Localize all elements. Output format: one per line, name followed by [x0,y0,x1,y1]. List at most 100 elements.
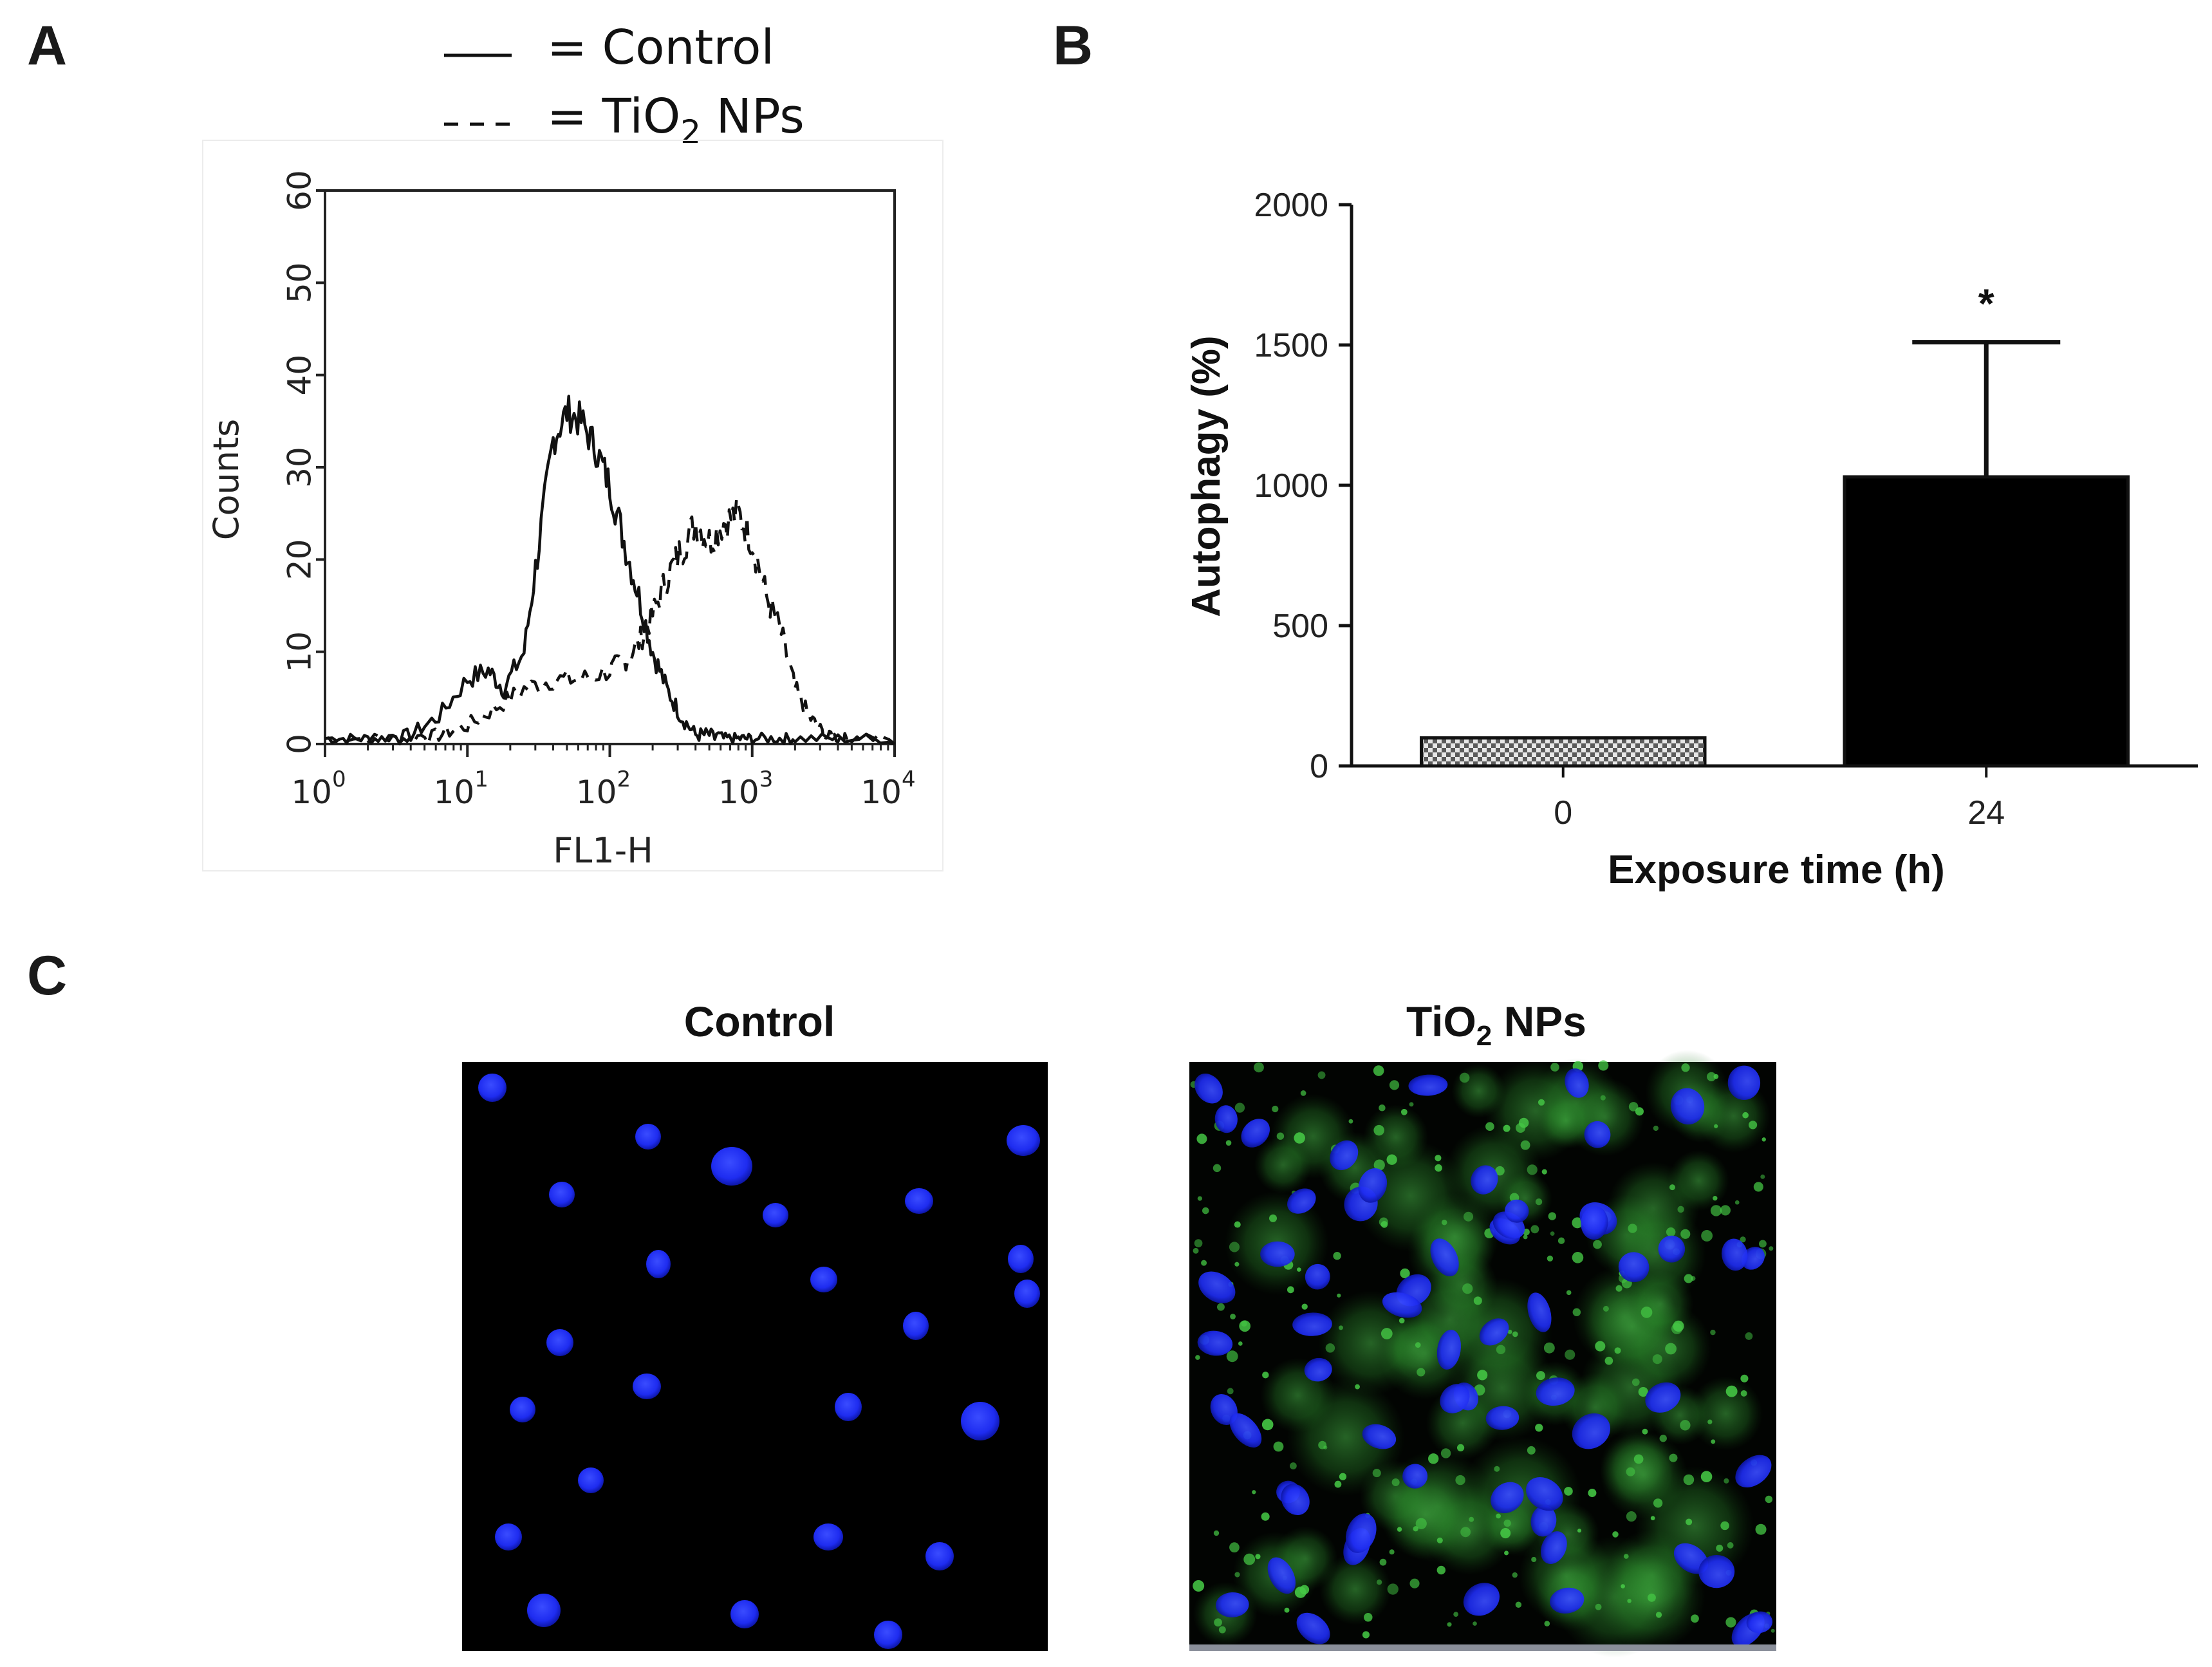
lc3-puncta [1765,1495,1773,1504]
lc3-puncta [1755,1523,1767,1535]
lc3-puncta [1673,1320,1684,1332]
lc3-puncta [1527,1164,1538,1175]
nucleus [711,1147,752,1186]
lc3-puncta [1294,1587,1306,1598]
lc3-puncta [1550,1063,1559,1072]
nucleus [1304,1357,1332,1382]
lc3-puncta [1456,1444,1465,1452]
lc3-puncta [1473,1621,1477,1626]
lc3-puncta [1261,1512,1270,1521]
nucleus [835,1393,862,1421]
lc3-puncta [1338,1325,1343,1330]
lc3-puncta [1372,1469,1381,1478]
nucleus [1382,1292,1422,1318]
nucleus [633,1374,661,1399]
nucleus [1463,1583,1500,1616]
lc3-puncta [1745,1332,1753,1340]
lc3-puncta [1294,1132,1305,1144]
lc3-puncta [1734,1200,1740,1205]
nucleus [1550,1587,1585,1614]
lc3-puncta [1626,1467,1635,1476]
lc3-puncta [1710,1329,1716,1336]
lc3-puncta [1389,1549,1395,1555]
lc3-puncta [1650,1516,1655,1521]
lc3-puncta [1317,1071,1326,1079]
lc3-puncta [1659,1435,1667,1442]
lc3-puncta [1512,1331,1518,1337]
lc3-puncta [1234,1221,1241,1228]
chart-b-x-axis-label: Exposure time (h) [1608,848,1945,892]
lc3-puncta [1494,1466,1500,1472]
lc3-puncta [1504,1551,1509,1556]
nucleus [495,1523,522,1551]
lc3-puncta [1229,1242,1240,1253]
lc3-puncta [1272,1105,1279,1113]
lc3-puncta [1548,1212,1557,1220]
lc3-puncta [1686,1518,1693,1525]
lc3-puncta [1727,1542,1734,1549]
lc3-puncta [1720,1521,1729,1531]
lc3-puncta [1572,1308,1581,1317]
lc3-puncta [1348,1119,1353,1124]
nucleus [635,1124,661,1150]
lc3-puncta [1628,1224,1637,1233]
lc3-puncta [1225,1140,1232,1146]
lc3-puncta [1653,1125,1659,1132]
nucleus [1296,1612,1330,1644]
lc3-puncta [1289,1462,1297,1470]
lc3-puncta [1677,1206,1684,1213]
lc3-puncta [1725,1617,1736,1628]
nucleus [1430,1238,1459,1276]
lc3-puncta [1595,1603,1602,1610]
lc3-puncta [1318,1440,1327,1449]
lc3-puncta [1213,1164,1222,1173]
legend-tio2-label: = TiO2 NPs [547,89,804,151]
nucleus [905,1188,933,1214]
lc3-puncta [1669,1453,1678,1462]
lc3-puncta [1720,1205,1731,1216]
lc3-puncta [1202,1207,1209,1215]
lc3-puncta [1713,1195,1718,1201]
lc3-puncta [1339,1473,1347,1480]
lc3-puncta [1635,1107,1644,1116]
lc3-puncta [1655,1612,1662,1618]
lc3-puncta [1428,1453,1439,1464]
nucleus [763,1203,788,1227]
lc3-puncta [1503,1519,1511,1527]
nucleus [1358,1168,1388,1203]
nucleus [1471,1165,1498,1195]
chart-a-x-tick-label: 102 [576,767,631,811]
micrographs: Control TiO2 NPs [462,998,1776,1658]
lc3-puncta [1740,1236,1746,1243]
lc3-puncta [1565,1349,1575,1360]
micrograph-control-title: Control [684,998,835,1045]
lc3-puncta [1512,1572,1518,1578]
nucleus [527,1594,561,1627]
lc3-puncta [1531,1556,1537,1563]
chart-a-x-tick-label: 101 [434,767,488,811]
lc3-puncta [1496,1345,1506,1355]
nucleus [1479,1318,1509,1346]
nucleus [1565,1068,1589,1098]
nucleus [813,1523,843,1551]
nucleus [810,1267,837,1292]
nucleus [1267,1557,1296,1594]
lc3-puncta [1496,1513,1501,1519]
lc3-puncta [1653,1498,1663,1508]
lc3-puncta [1666,1227,1676,1237]
lc3-puncta [1389,1080,1400,1090]
lc3-puncta [1459,1072,1470,1083]
nucleus [1722,1238,1748,1271]
lc3-puncta [1214,1618,1222,1627]
lc3-puncta [1284,1607,1290,1613]
lc3-puncta [1226,1350,1238,1363]
lc3-puncta [1577,1529,1582,1533]
nucleus [1305,1263,1330,1290]
lc3-puncta [1536,1371,1545,1381]
lc3-puncta [1714,1124,1718,1128]
lc3-puncta [1503,1124,1510,1132]
lc3-puncta [1301,1303,1308,1310]
lc3-puncta [1669,1184,1675,1191]
lc3-puncta [1469,1516,1474,1522]
nucleus [578,1467,604,1493]
